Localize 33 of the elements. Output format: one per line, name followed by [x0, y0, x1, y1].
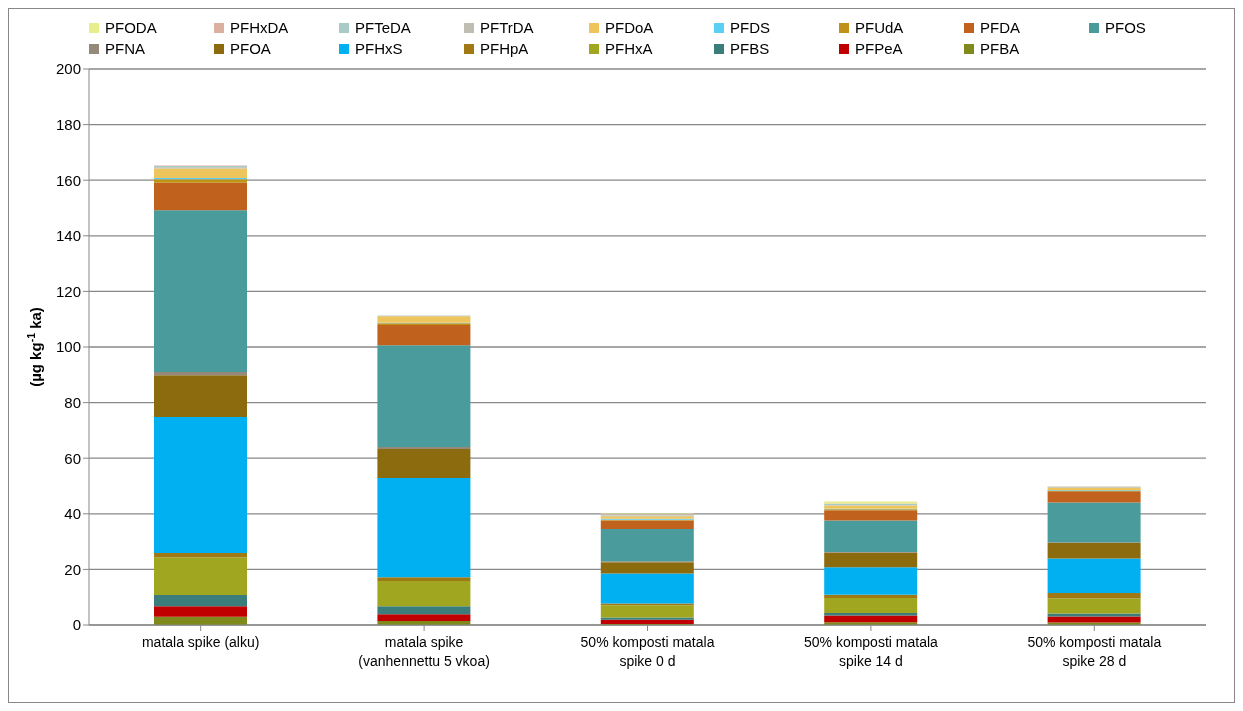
legend-label: PFOS: [1105, 19, 1146, 36]
legend-label: PFHpA: [480, 40, 529, 57]
y-tick-label: 100: [55, 338, 81, 356]
legend-label: PFHxS: [355, 40, 403, 57]
y-tick-label: 20: [64, 560, 81, 578]
legend-label: PFNA: [105, 40, 146, 57]
legend-label: PFTeDA: [355, 19, 411, 36]
legend-label: PFTrDA: [480, 19, 534, 36]
legend-label: PFUdA: [855, 19, 904, 36]
legend-label: PFBS: [730, 40, 770, 57]
y-tick-label: 160: [55, 171, 81, 189]
x-tick-label: matala spike (alku): [141, 634, 260, 650]
y-tick-label: 120: [55, 282, 81, 300]
y-tick-label: 180: [55, 115, 81, 133]
x-tick-label: matala spike (vanhennettu 5 vkoa): [358, 634, 490, 669]
legend-label: PFHxDA: [230, 19, 289, 36]
legend-label: PFODA: [105, 19, 157, 36]
legend-label: PFPeA: [855, 40, 903, 57]
legend-label: PFDoA: [605, 19, 654, 36]
legend-label: PFOA: [230, 40, 271, 57]
x-tick-label: 50% komposti matala spike 28 d: [1027, 634, 1162, 669]
legend-label: PFDA: [980, 19, 1021, 36]
y-tick-label: 80: [64, 393, 81, 411]
legend-label: PFHxA: [605, 40, 653, 57]
y-tick-label: 40: [64, 505, 81, 523]
x-tick-label: 50% komposti matala spike 14 d: [803, 634, 939, 669]
y-tick-label: 0: [72, 616, 81, 634]
y-tick-label: 140: [55, 227, 81, 245]
y-tick-label: 60: [64, 449, 81, 467]
x-tick-label: 50% komposti matala spike 0 d: [580, 634, 715, 669]
y-tick-label: 200: [55, 60, 81, 78]
legend-label: PFDS: [730, 19, 771, 36]
legend-label: PFBA: [980, 40, 1020, 57]
